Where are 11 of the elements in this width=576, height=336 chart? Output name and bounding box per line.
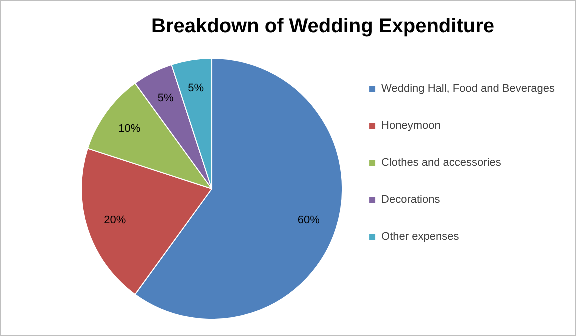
data-label: 5% [188, 82, 204, 94]
data-label: 5% [158, 92, 174, 104]
data-label: 20% [104, 214, 126, 226]
legend-label: Other expenses [382, 231, 460, 244]
legend-label: Wedding Hall, Food and Beverages [382, 83, 556, 96]
data-label: 10% [118, 123, 141, 136]
chart-title: Breakdown of Wedding Expenditure [152, 16, 494, 38]
legend-label: Honeymoon [382, 120, 441, 132]
data-label: 60% [298, 214, 320, 226]
legend-label: Clothes and accessories [382, 157, 502, 170]
legend-label: Decorations [382, 194, 441, 206]
